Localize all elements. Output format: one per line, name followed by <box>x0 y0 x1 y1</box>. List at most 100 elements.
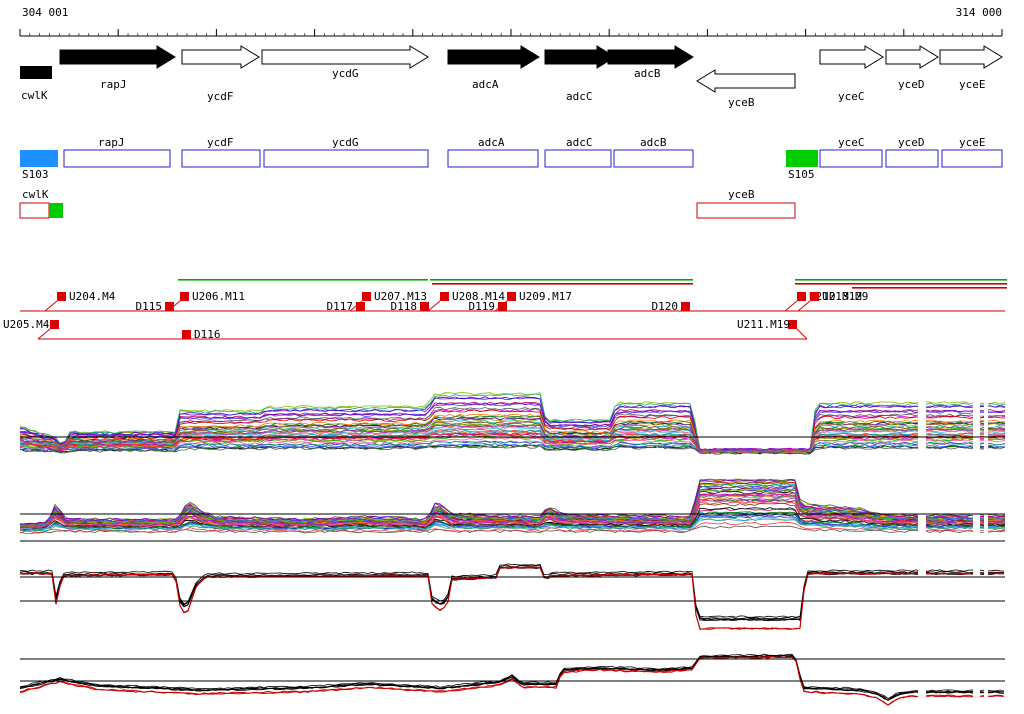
tu-yceC[interactable]: yceC <box>819 136 883 168</box>
feature-label-cwlK: cwlK <box>22 188 49 201</box>
expression-track-3 <box>19 558 1005 632</box>
gene-arrow-adcC[interactable] <box>544 45 616 69</box>
tu-adcA[interactable]: adcA <box>447 136 539 168</box>
flag-label-U209.M17: U209.M17 <box>519 290 572 303</box>
tu-ycdF[interactable]: ycdF <box>181 136 261 168</box>
tu-box-yceD[interactable] <box>885 149 939 168</box>
gene-label-yceD: yceD <box>898 78 925 91</box>
segment-line-2 <box>432 283 693 285</box>
flag-label-D116: D116 <box>194 328 221 341</box>
gene-yceD[interactable]: yceD <box>885 45 939 91</box>
gene-adcB[interactable]: adcB <box>607 45 694 80</box>
gene-arrow-yceC[interactable] <box>819 45 884 69</box>
tu-box-adcA[interactable] <box>447 149 539 168</box>
flag-D119[interactable]: D119 <box>469 300 508 313</box>
gene-arrow-adcB[interactable] <box>607 45 694 69</box>
expression-track-2 <box>19 478 1006 550</box>
tu-label-yceC: yceC <box>838 136 865 149</box>
gene-arrow-rapJ[interactable] <box>59 45 176 69</box>
flag-U205.M4[interactable]: U205.M4 <box>3 318 59 340</box>
gene-shape-cwlK[interactable] <box>20 66 52 79</box>
probe-gap <box>973 558 980 632</box>
feature-cwlK[interactable]: cwlK <box>19 188 63 219</box>
gene-rapJ[interactable]: rapJ <box>59 45 176 91</box>
flag-label-U208.M14: U208.M14 <box>452 290 505 303</box>
flag-D117[interactable]: D117 <box>327 300 366 313</box>
gene-yceE[interactable]: yceE <box>939 45 1003 91</box>
gene-adcA[interactable]: adcA <box>447 45 540 91</box>
tu-box-yceE[interactable] <box>941 149 1003 168</box>
tu-yceD[interactable]: yceD <box>885 136 939 168</box>
tu-box-S103[interactable] <box>20 150 58 167</box>
gene-label-rapJ: rapJ <box>100 78 127 91</box>
flag-D120[interactable]: D120 <box>652 300 691 313</box>
gene-ycdG[interactable]: ycdG <box>261 45 429 80</box>
flag-label-U211.M19: U211.M19 <box>737 318 790 331</box>
feature-box-yceB[interactable] <box>696 202 796 219</box>
flag-U210.M12[interactable]: U210.M12 <box>784 290 862 312</box>
tu-box-ycdG[interactable] <box>263 149 429 168</box>
expression-track-1 <box>19 388 1006 466</box>
gene-label-ycdF: ycdF <box>207 90 234 103</box>
segment-line-4 <box>795 283 1007 285</box>
gene-label-adcA: adcA <box>472 78 499 91</box>
flag-label-D118: D118 <box>391 300 418 313</box>
ruler-end-label: 314 000 <box>955 6 1002 19</box>
flag-U206.M11[interactable]: U206.M11 <box>167 290 245 312</box>
ruler-start-label: 304 001 <box>22 6 69 19</box>
flag-label-U210.M12: U210.M12 <box>809 290 862 303</box>
tu-label-adcA: adcA <box>478 136 505 149</box>
expression-track-4 <box>19 645 1005 712</box>
gene-arrow-ycdF[interactable] <box>181 45 260 69</box>
tu-label-yceE: yceE <box>959 136 986 149</box>
gene-adcC[interactable]: adcC <box>544 45 616 103</box>
flag-U211.M19[interactable]: U211.M19 <box>737 318 808 340</box>
probe-gap <box>984 388 988 466</box>
probe-gap <box>918 645 926 712</box>
flag-label-U205.M4: U205.M4 <box>3 318 50 331</box>
gene-arrow-adcA[interactable] <box>447 45 540 69</box>
feature-box-cwlK[interactable] <box>19 202 50 219</box>
tu-rapJ[interactable]: rapJ <box>63 136 171 168</box>
tu-box-adcB[interactable] <box>613 149 694 168</box>
gene-arrow-yceE[interactable] <box>939 45 1003 69</box>
flag-D115[interactable]: D115 <box>136 300 175 313</box>
tu-box-rapJ[interactable] <box>63 149 171 168</box>
gene-yceB[interactable]: yceB <box>696 69 796 109</box>
tu-label-yceD: yceD <box>898 136 925 149</box>
tu-box-yceC[interactable] <box>819 149 883 168</box>
tu-box-adcC[interactable] <box>544 149 612 168</box>
flag-U208.M14[interactable]: U208.M14 <box>427 290 505 312</box>
flag-label-U207.M13: U207.M13 <box>374 290 427 303</box>
tu-adcB[interactable]: adcB <box>613 136 694 168</box>
flag-D118[interactable]: D118 <box>391 300 430 313</box>
tu-S103[interactable]: S103 <box>20 150 58 181</box>
gene-ycdF[interactable]: ycdF <box>181 45 260 103</box>
gene-label-yceE: yceE <box>959 78 986 91</box>
flag-label-D115: D115 <box>136 300 163 313</box>
gene-arrow-yceB[interactable] <box>696 69 796 93</box>
flag-label-D120: D120 <box>652 300 679 313</box>
gene-label-ycdG: ycdG <box>332 67 359 80</box>
probe-gap <box>984 645 988 712</box>
tu-adcC[interactable]: adcC <box>544 136 612 168</box>
gene-yceC[interactable]: yceC <box>819 45 884 103</box>
tu-box-ycdF[interactable] <box>181 149 261 168</box>
flag-U204.M4[interactable]: U204.M4 <box>44 290 116 312</box>
gene-arrow-yceD[interactable] <box>885 45 939 69</box>
tu-ycdG[interactable]: ycdG <box>263 136 429 168</box>
probe-gap <box>973 388 980 466</box>
flag-label-D117: D117 <box>327 300 354 313</box>
gene-arrow-ycdG[interactable] <box>261 45 429 69</box>
gene-label-cwlK: cwlK <box>21 89 48 102</box>
gene-cwlK[interactable]: cwlK <box>20 66 52 102</box>
flag-label-U204.M4: U204.M4 <box>69 290 116 303</box>
segment-line-5 <box>852 287 1007 289</box>
flag-U213.M9[interactable]: U213.M9 <box>797 290 868 312</box>
feature-yceB[interactable]: yceB <box>696 188 796 219</box>
tu-S105[interactable]: S105 <box>786 150 818 181</box>
tu-yceE[interactable]: yceE <box>941 136 1003 168</box>
tu-box-S105[interactable] <box>786 150 818 167</box>
flag-D116[interactable]: D116 <box>182 328 221 341</box>
